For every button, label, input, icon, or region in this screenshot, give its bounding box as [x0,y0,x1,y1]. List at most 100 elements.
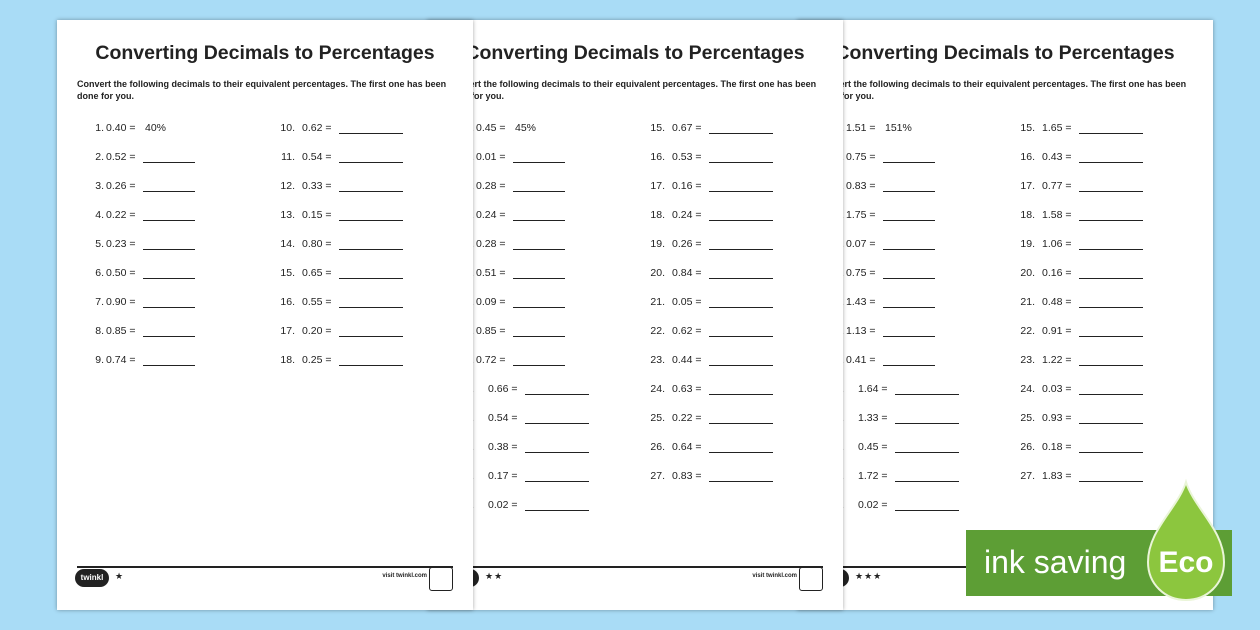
question-decimal: 0.20 = [302,325,332,337]
answer-blank [1079,162,1143,163]
answer-blank [709,394,773,395]
question-row: 18. 1.58 = [1013,208,1173,222]
question-number: 14. [280,238,295,250]
question-row: 25. 0.22 = [643,411,803,425]
question-decimal: 0.33 = [302,180,332,192]
question-decimal: 1.83 = [1042,470,1072,482]
question-decimal: 0.62 = [302,122,332,134]
question-number: 26. [1020,441,1035,453]
question-decimal: 0.15 = [302,209,332,221]
answer-blank [143,307,195,308]
question-decimal: 0.83 = [672,470,702,482]
question-decimal: 0.54 = [302,151,332,163]
question-row: 8.0.85 = [87,324,247,338]
question-row: 13.0.17 = [457,469,617,483]
answer-blank [709,162,773,163]
quality-seal [429,567,453,591]
question-row: 11.0.54 = [457,411,617,425]
question-decimal: 0.85 = [106,325,136,337]
question-row: 1.0.45 =45% [457,121,617,135]
question-row: 17. 0.16 = [643,179,803,193]
answer-blank [513,249,565,250]
question-decimal: 0.51 = [476,267,506,279]
footer-rule [77,566,453,568]
question-decimal: 0.26 = [106,180,136,192]
question-number: 2. [95,151,104,163]
answer-blank [1079,394,1143,395]
question-number: 20. [650,267,665,279]
difficulty-stars: ★★★ [855,571,883,581]
question-number: 18. [280,354,295,366]
answer-blank [709,481,773,482]
question-decimal: 0.03 = [1042,383,1072,395]
question-number: 23. [1020,354,1035,366]
question-decimal: 1.22 = [1042,354,1072,366]
answer-blank [883,365,935,366]
answer-blank [143,162,195,163]
question-decimal: 1.65 = [1042,122,1072,134]
question-row: 12. 0.33 = [273,179,433,193]
question-number: 8. [95,325,104,337]
question-row: 4. 0.22 = [87,208,247,222]
question-number: 9. [95,354,104,366]
question-decimal: 0.62 = [672,325,702,337]
question-row: 13. 0.15 = [273,208,433,222]
question-decimal: 0.02 = [858,499,888,511]
question-number: 13. [280,209,295,221]
instructions: Convert the following decimals to their … [77,79,447,101]
question-row: 14.0.02 = [457,498,617,512]
question-row: 25. 0.93 = [1013,411,1173,425]
question-decimal: 0.75 = [846,267,876,279]
difficulty-stars: ★★ [485,571,504,581]
question-decimal: 0.48 = [1042,296,1072,308]
question-number: 19. [650,238,665,250]
question-decimal: 0.16 = [1042,267,1072,279]
question-row: 17. 0.20 = [273,324,433,338]
question-decimal: 0.23 = [106,238,136,250]
answer-blank [883,191,935,192]
instructions: Convert the following decimals to their … [447,79,817,101]
question-decimal: 0.85 = [476,325,506,337]
question-number: 22. [650,325,665,337]
answer-blank [1079,423,1143,424]
question-row: 26. 0.18 = [1013,440,1173,454]
answer-blank [339,307,403,308]
question-row: 10. 0.62 = [273,121,433,135]
question-number: 19. [1020,238,1035,250]
question-decimal: 1.43 = [846,296,876,308]
answer-blank [143,191,195,192]
question-row: 16. 0.55 = [273,295,433,309]
footer-rule [447,566,823,568]
question-number: 22. [1020,325,1035,337]
question-number: 3. [95,180,104,192]
question-row: 27. 0.83 = [643,469,803,483]
question-row: 1.1.51 =151% [827,121,987,135]
answer-blank [709,336,773,337]
answer-blank [709,452,773,453]
question-decimal: 0.63 = [672,383,702,395]
question-row: 15. 0.65 = [273,266,433,280]
answer-blank [895,394,959,395]
answer-blank [1079,249,1143,250]
question-decimal: 0.43 = [1042,151,1072,163]
question-row: 6.0.75 = [827,266,987,280]
question-decimal: 0.91 = [1042,325,1072,337]
answer-blank [513,220,565,221]
answer-blank [525,481,589,482]
answer-blank [1079,191,1143,192]
question-number: 24. [1020,383,1035,395]
question-decimal: 0.17 = [488,470,518,482]
question-decimal: 0.05 = [672,296,702,308]
question-number: 16. [650,151,665,163]
question-row: 20. 0.84 = [643,266,803,280]
question-number: 5. [95,238,104,250]
question-row: 17. 0.77 = [1013,179,1173,193]
answer-blank [1079,481,1143,482]
answer-blank [1079,133,1143,134]
answer-blank [1079,452,1143,453]
answer-blank [883,307,935,308]
question-decimal: 0.07 = [846,238,876,250]
question-decimal: 0.45 = [476,122,506,134]
answer-blank [143,365,195,366]
